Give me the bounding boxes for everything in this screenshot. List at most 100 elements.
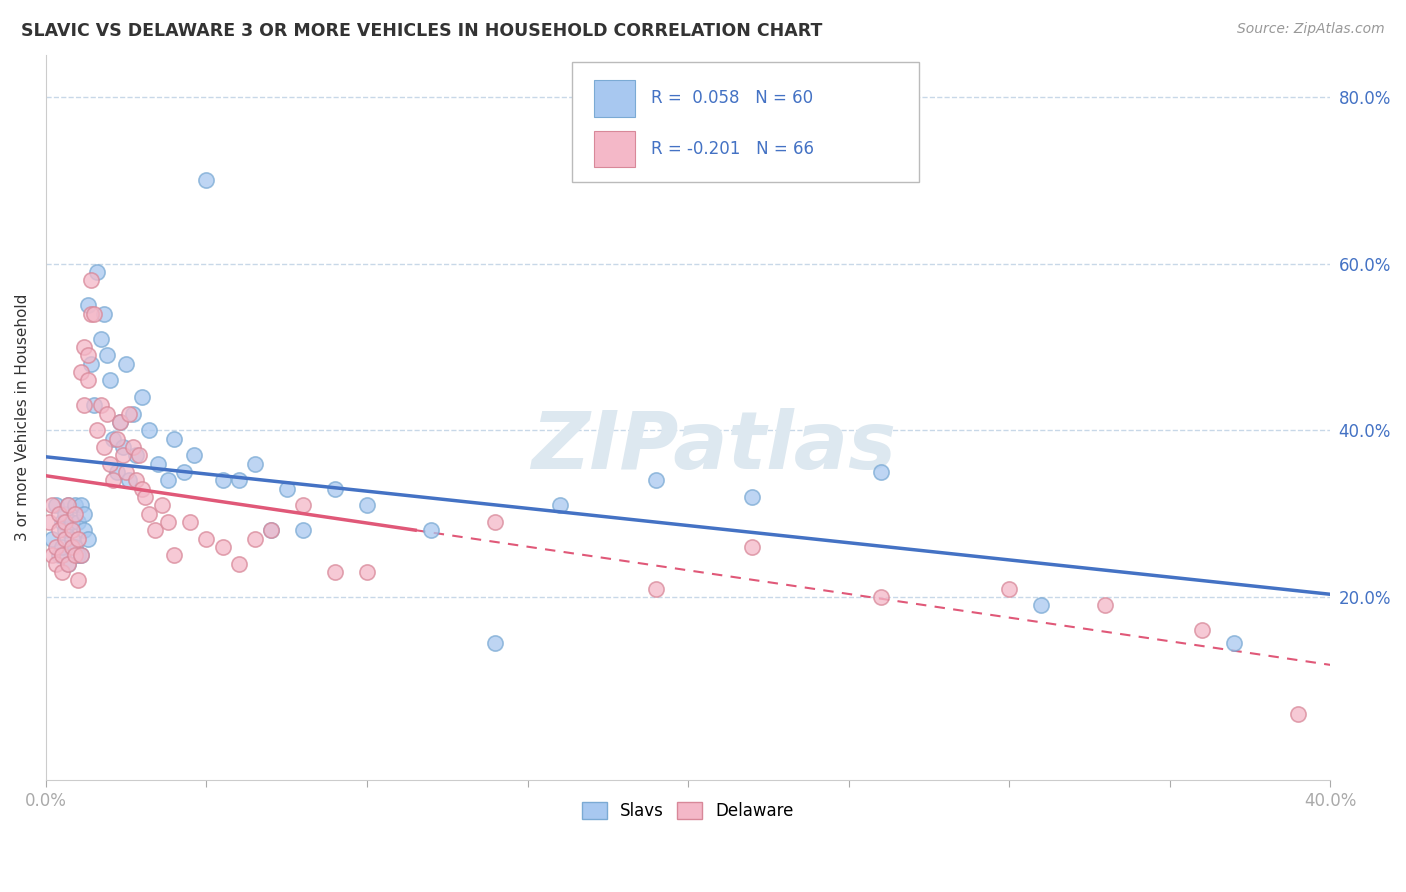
Point bbox=[80, 306, 103, 320]
Point bbox=[86, 423, 108, 437]
Point bbox=[645, 473, 668, 487]
Point bbox=[67, 515, 90, 529]
Point bbox=[111, 448, 134, 462]
Point bbox=[741, 540, 763, 554]
Point bbox=[645, 582, 668, 596]
Point bbox=[93, 440, 115, 454]
Point bbox=[98, 373, 121, 387]
Point bbox=[58, 557, 80, 571]
Point bbox=[121, 407, 143, 421]
Text: SLAVIC VS DELAWARE 3 OR MORE VEHICLES IN HOUSEHOLD CORRELATION CHART: SLAVIC VS DELAWARE 3 OR MORE VEHICLES IN… bbox=[21, 22, 823, 40]
Point bbox=[243, 457, 266, 471]
Point bbox=[138, 507, 160, 521]
Point bbox=[51, 548, 73, 562]
Point bbox=[41, 498, 63, 512]
Point bbox=[195, 173, 218, 187]
Point bbox=[211, 473, 233, 487]
Point bbox=[58, 498, 80, 512]
Point bbox=[211, 540, 233, 554]
Point bbox=[73, 507, 96, 521]
Point bbox=[111, 440, 134, 454]
Point bbox=[276, 482, 298, 496]
FancyBboxPatch shape bbox=[572, 62, 920, 182]
Point bbox=[70, 548, 93, 562]
Point bbox=[108, 415, 131, 429]
Point bbox=[138, 423, 160, 437]
Point bbox=[96, 407, 118, 421]
Point bbox=[76, 532, 98, 546]
Point bbox=[67, 574, 90, 588]
Point bbox=[38, 515, 60, 529]
Point bbox=[60, 532, 83, 546]
Text: R = -0.201   N = 66: R = -0.201 N = 66 bbox=[651, 140, 814, 158]
Point bbox=[173, 465, 195, 479]
Point bbox=[131, 482, 153, 496]
Point bbox=[128, 448, 150, 462]
Point bbox=[96, 348, 118, 362]
Point bbox=[51, 565, 73, 579]
Point bbox=[45, 557, 67, 571]
Point bbox=[90, 332, 112, 346]
Legend: Slavs, Delaware: Slavs, Delaware bbox=[575, 795, 801, 826]
Point bbox=[73, 340, 96, 354]
Point bbox=[1191, 624, 1213, 638]
Point bbox=[163, 548, 186, 562]
Point bbox=[93, 306, 115, 320]
Point bbox=[156, 473, 179, 487]
Point bbox=[420, 523, 443, 537]
Point bbox=[1094, 599, 1116, 613]
Point bbox=[90, 398, 112, 412]
Point bbox=[63, 507, 86, 521]
Point bbox=[121, 440, 143, 454]
Point bbox=[125, 448, 148, 462]
Point bbox=[76, 348, 98, 362]
Point bbox=[48, 548, 70, 562]
Point bbox=[53, 532, 76, 546]
Point bbox=[58, 498, 80, 512]
Point bbox=[80, 273, 103, 287]
Bar bbox=[595, 131, 636, 167]
Point bbox=[70, 548, 93, 562]
Point bbox=[73, 398, 96, 412]
Point bbox=[76, 298, 98, 312]
Point bbox=[105, 465, 128, 479]
Point bbox=[260, 523, 283, 537]
Point bbox=[76, 373, 98, 387]
Point bbox=[51, 540, 73, 554]
Point bbox=[53, 515, 76, 529]
Point bbox=[83, 398, 105, 412]
Point bbox=[134, 490, 156, 504]
Point bbox=[548, 498, 571, 512]
Point bbox=[103, 432, 125, 446]
Point bbox=[70, 365, 93, 379]
Point bbox=[41, 548, 63, 562]
Point bbox=[103, 473, 125, 487]
Point bbox=[228, 557, 250, 571]
Point bbox=[291, 498, 314, 512]
Point bbox=[98, 457, 121, 471]
Point bbox=[41, 532, 63, 546]
Point bbox=[63, 548, 86, 562]
Point bbox=[45, 498, 67, 512]
Point bbox=[67, 548, 90, 562]
Point bbox=[51, 515, 73, 529]
Point bbox=[998, 582, 1021, 596]
Point bbox=[356, 498, 378, 512]
Point bbox=[115, 357, 138, 371]
Point bbox=[484, 636, 506, 650]
Point bbox=[291, 523, 314, 537]
Point bbox=[1031, 599, 1053, 613]
Point bbox=[260, 523, 283, 537]
Point bbox=[148, 457, 170, 471]
Point bbox=[131, 390, 153, 404]
Point bbox=[73, 523, 96, 537]
Point bbox=[53, 523, 76, 537]
Point bbox=[150, 498, 173, 512]
Y-axis label: 3 or more Vehicles in Household: 3 or more Vehicles in Household bbox=[15, 294, 30, 541]
Point bbox=[484, 515, 506, 529]
Point bbox=[323, 482, 346, 496]
Point bbox=[183, 448, 205, 462]
Point bbox=[869, 465, 891, 479]
Point bbox=[179, 515, 201, 529]
Point bbox=[869, 590, 891, 604]
